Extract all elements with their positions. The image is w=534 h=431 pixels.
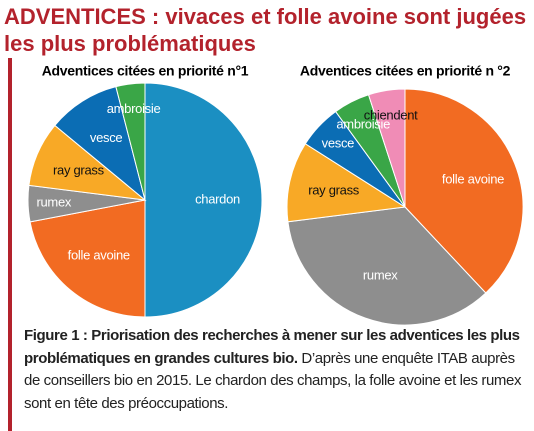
pie-slice — [287, 206, 487, 326]
slice-label: ambroisie — [107, 101, 161, 116]
pie-slice — [29, 199, 146, 318]
pie-slice — [144, 82, 263, 318]
slice-label: rumex — [36, 194, 71, 209]
slice-label: ray grass — [308, 182, 360, 197]
pie-slice — [115, 82, 146, 201]
slice-label: chardon — [195, 191, 240, 206]
title: les plus problématiques — [4, 31, 256, 56]
side-bar — [8, 58, 12, 431]
slice-label: folle avoine — [68, 247, 130, 262]
slice-label: folle avoine — [442, 172, 504, 187]
pie-slice — [54, 86, 146, 202]
slice-label: chiendent — [364, 108, 418, 123]
slice-label: vesce — [90, 130, 123, 145]
slice-label: ray grass — [53, 163, 105, 178]
slice-label: ambroisie — [336, 116, 390, 131]
pie-title: Adventices citées en priorité n °2 — [300, 63, 511, 79]
title: ADVENTICES : vivaces et folle avoine son… — [4, 4, 527, 29]
pie-slice — [404, 88, 524, 294]
pie-title: Adventices citées en priorité n°1 — [42, 63, 249, 79]
caption-text: D’après une enquête ITAB auprès de conse… — [24, 349, 522, 412]
caption-bold: Figure 1 : Priorisation des recherches à… — [24, 327, 520, 367]
caption: Figure 1 : Priorisation des recherches à… — [24, 325, 524, 415]
slice-label: rumex — [363, 267, 398, 282]
pie-slice — [286, 143, 407, 223]
pie-slice — [367, 88, 406, 208]
slice-label: vesce — [322, 135, 355, 150]
